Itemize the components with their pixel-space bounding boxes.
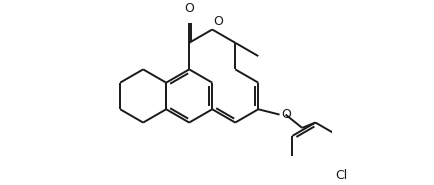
Text: O: O bbox=[281, 108, 291, 121]
Text: O: O bbox=[214, 15, 224, 28]
Text: O: O bbox=[184, 2, 194, 15]
Text: Cl: Cl bbox=[335, 169, 348, 182]
